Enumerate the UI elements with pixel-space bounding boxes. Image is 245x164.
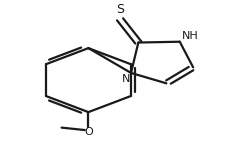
Text: S: S (116, 3, 124, 16)
Text: O: O (84, 127, 93, 137)
Text: NH: NH (182, 31, 198, 41)
Text: N: N (122, 74, 130, 84)
